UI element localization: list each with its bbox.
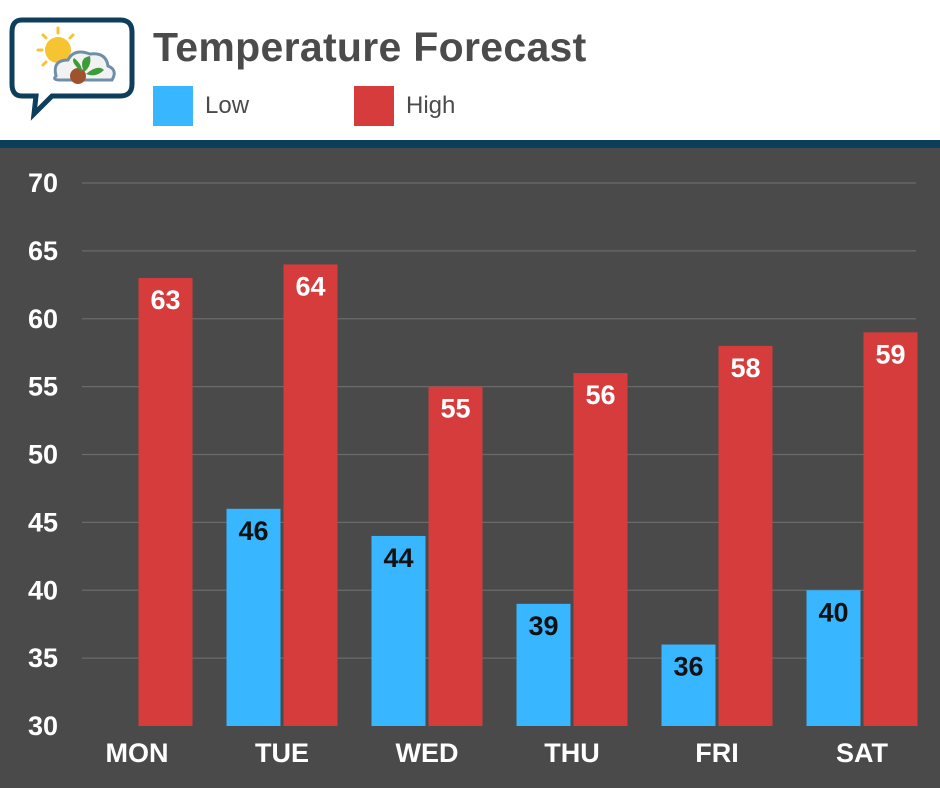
bar-chart: 30 35 40 45 50 55 60 65 70 63 MON 46 64 TUE 44 55 WED 39 5…	[28, 168, 918, 768]
data-label-high-tue: 64	[295, 271, 325, 301]
bar-high-wed	[428, 386, 483, 726]
legend-label-high: High	[406, 92, 456, 119]
legend-swatch-high	[354, 86, 394, 126]
x-tick-label-fri: FRI	[695, 738, 739, 768]
data-label-low-tue: 46	[238, 516, 268, 546]
y-tick-label-50: 50	[28, 440, 58, 470]
y-tick-label-40: 40	[28, 575, 58, 605]
header: Temperature Forecast Low High	[0, 0, 940, 140]
data-label-low-fri: 36	[673, 652, 703, 682]
legend-item-low: Low	[153, 86, 249, 126]
legend-item-high: High	[354, 86, 455, 126]
bar-high-tue	[283, 264, 338, 726]
data-label-high-wed: 55	[440, 394, 470, 424]
bar-low-wed	[371, 535, 426, 726]
legend-label-low: Low	[205, 92, 250, 119]
y-tick-label-35: 35	[28, 643, 58, 673]
weather-logo-icon	[9, 17, 135, 121]
data-label-high-thu: 56	[585, 380, 615, 410]
x-tick-label-thu: THU	[544, 738, 600, 768]
data-label-low-sat: 40	[818, 597, 848, 627]
y-tick-label-65: 65	[28, 236, 58, 266]
x-tick-label-wed: WED	[396, 738, 459, 768]
bar-high-thu	[573, 373, 628, 726]
chart-title: Temperature Forecast	[153, 24, 587, 70]
y-tick-label-30: 30	[28, 711, 58, 741]
x-tick-label-mon: MON	[106, 738, 169, 768]
header-divider	[0, 140, 940, 148]
data-label-high-mon: 63	[150, 285, 180, 315]
bar-low-tue	[226, 508, 281, 726]
bar-high-fri	[718, 345, 773, 726]
x-tick-label-sat: SAT	[836, 738, 889, 768]
bar-high-sat	[863, 332, 918, 726]
legend-swatch-low	[153, 86, 193, 126]
x-tick-label-tue: TUE	[255, 738, 309, 768]
y-tick-label-55: 55	[28, 372, 58, 402]
bar-low-thu	[516, 603, 571, 726]
bar-low-sat	[806, 590, 861, 726]
data-label-high-fri: 58	[730, 353, 760, 383]
data-label-high-sat: 59	[875, 339, 905, 369]
data-label-low-wed: 44	[383, 543, 413, 573]
y-tick-label-60: 60	[28, 304, 58, 334]
y-tick-label-45: 45	[28, 507, 58, 537]
y-tick-label-70: 70	[28, 168, 58, 198]
data-label-low-thu: 39	[528, 611, 558, 641]
bar-high-mon	[138, 278, 193, 726]
plot-area: 30 35 40 45 50 55 60 65 70 63 MON 46 64 TUE 44 55 WED 39 5…	[0, 148, 940, 788]
bar-low-fri	[661, 644, 716, 726]
